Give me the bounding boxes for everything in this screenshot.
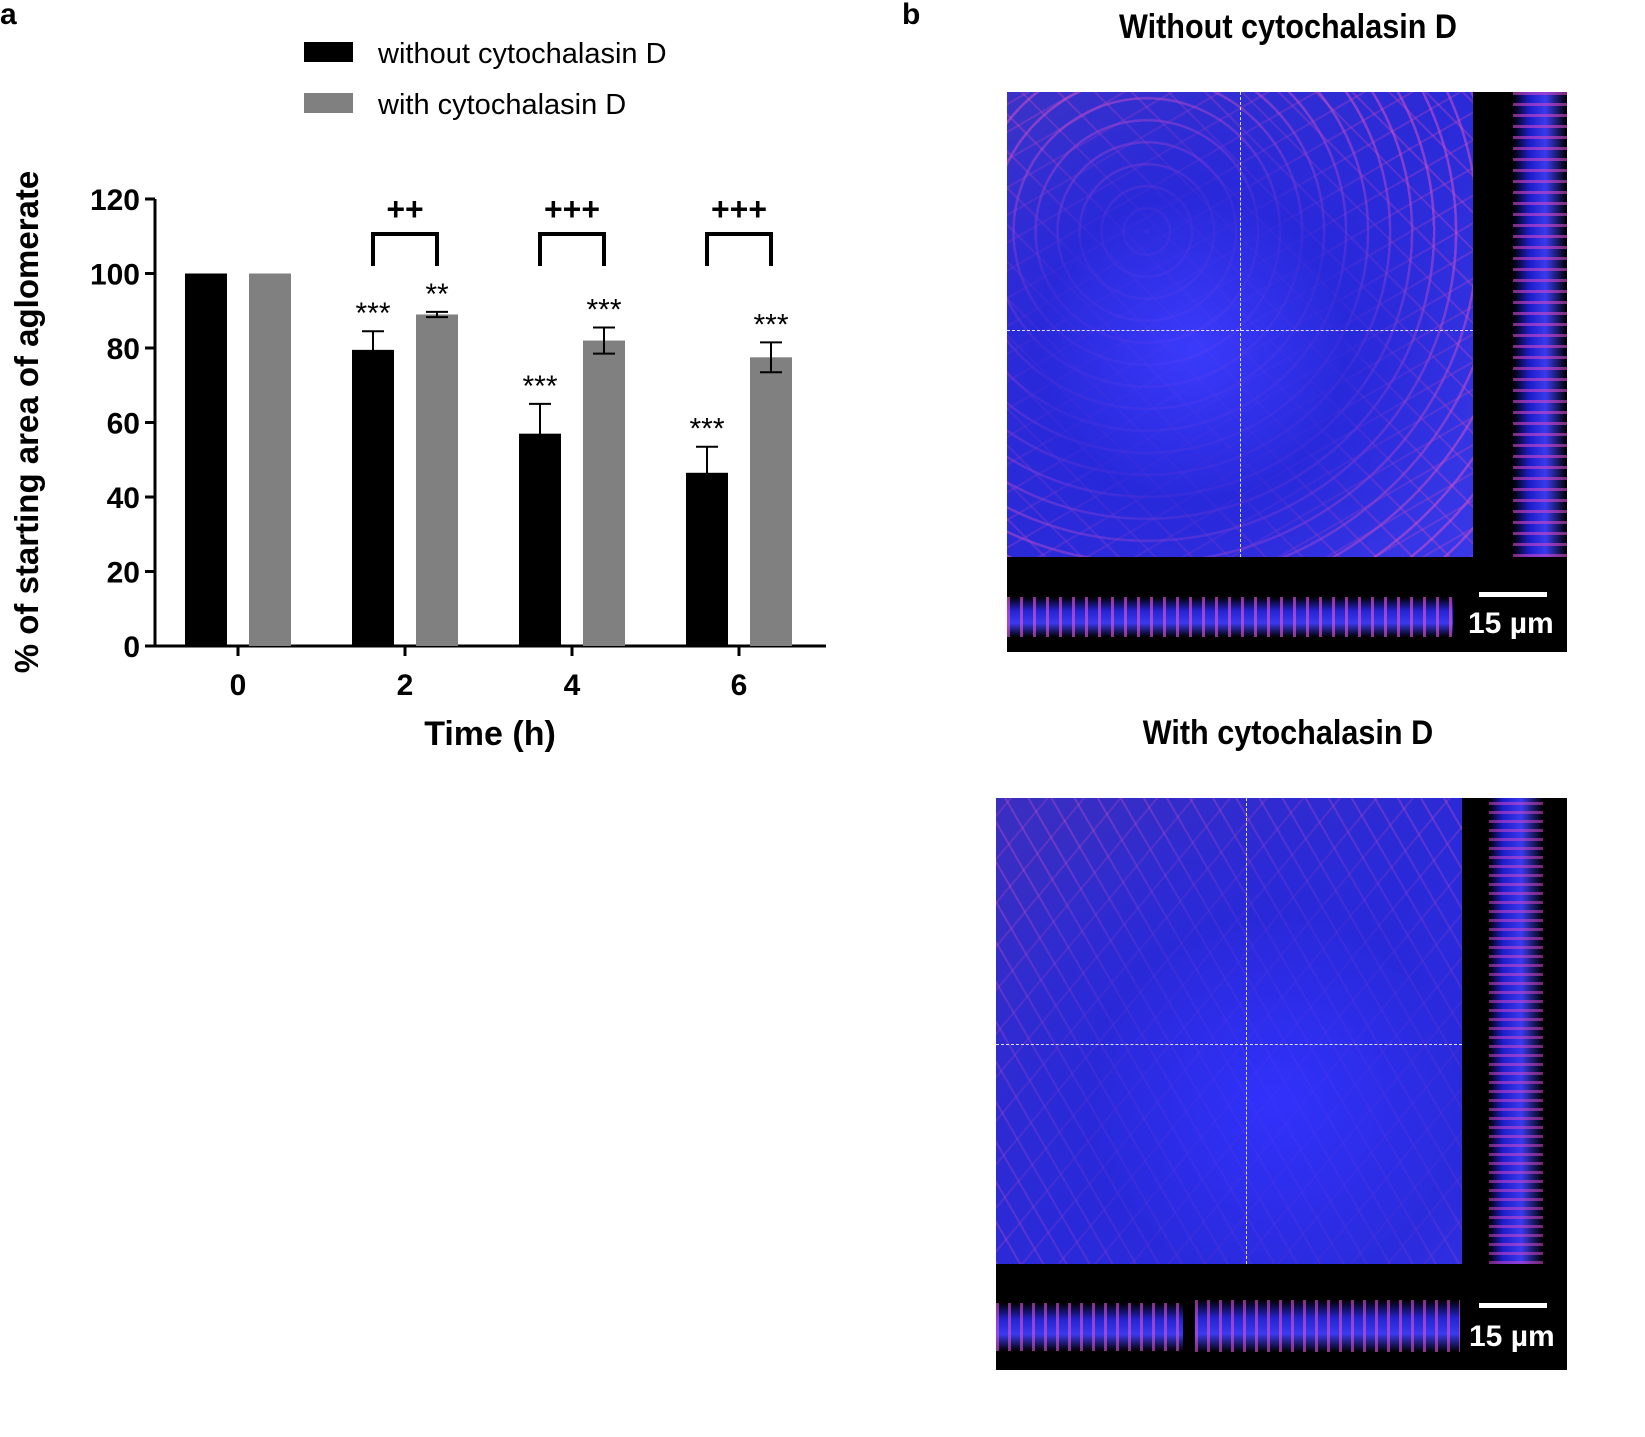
xz-projection bbox=[1007, 597, 1453, 637]
xy-projection bbox=[996, 798, 1462, 1264]
x-tick-label: 6 bbox=[731, 669, 748, 702]
x-tick-label: 4 bbox=[564, 669, 581, 702]
scale-label: 15 µm bbox=[1469, 1320, 1555, 1353]
significance-label: *** bbox=[689, 413, 724, 446]
scale-bar bbox=[1479, 592, 1547, 597]
micrograph-with-cytochalasin: 15 µm bbox=[996, 798, 1567, 1370]
significance-label: ** bbox=[425, 278, 449, 311]
bar bbox=[519, 433, 561, 646]
scale-label: 15 µm bbox=[1468, 607, 1554, 640]
significance-label: *** bbox=[586, 294, 621, 327]
yz-projection bbox=[1513, 92, 1567, 557]
bar bbox=[185, 273, 227, 646]
micrograph-without-cytochalasin: 15 µm bbox=[1007, 92, 1567, 652]
x-tick-label: 0 bbox=[230, 669, 247, 702]
crosshair-vertical bbox=[1240, 92, 1241, 557]
y-tick-label: 100 bbox=[90, 259, 140, 292]
comparison-label: ++ bbox=[386, 191, 423, 227]
y-tick-label: 60 bbox=[107, 408, 140, 441]
x-axis-label: Time (h) bbox=[424, 715, 556, 753]
bar bbox=[750, 357, 792, 646]
legend-swatch bbox=[304, 42, 353, 62]
comparison-bracket bbox=[705, 232, 773, 266]
y-tick-label: 120 bbox=[90, 184, 140, 217]
panel-a-label: a bbox=[0, 0, 17, 31]
micrograph-title-with: With cytochalasin D bbox=[1142, 714, 1434, 752]
xz-projection bbox=[996, 1303, 1183, 1351]
significance-label: *** bbox=[355, 297, 390, 330]
crosshair-horizontal bbox=[996, 1044, 1462, 1045]
micrograph-title-without: Without cytochalasin D bbox=[1118, 8, 1458, 46]
bar bbox=[249, 273, 291, 646]
bar bbox=[416, 314, 458, 646]
comparison-label: +++ bbox=[711, 191, 767, 227]
legend-swatch bbox=[304, 93, 353, 113]
y-axis-label: % of starting area of aglomerate bbox=[8, 171, 45, 673]
legend-label: without cytochalasin D bbox=[377, 38, 667, 70]
significance-label: *** bbox=[522, 370, 557, 403]
y-tick-label: 80 bbox=[107, 333, 140, 366]
y-tick-label: 20 bbox=[107, 557, 140, 590]
comparison-bracket bbox=[371, 232, 439, 266]
y-tick-label: 40 bbox=[107, 482, 140, 515]
comparison-label: +++ bbox=[544, 191, 600, 227]
bar bbox=[686, 472, 728, 646]
panel-b-label: b bbox=[902, 0, 921, 31]
legend-label: with cytochalasin D bbox=[377, 89, 626, 121]
xz-projection-right bbox=[1195, 1300, 1460, 1352]
scale-bar bbox=[1479, 1303, 1547, 1308]
yz-projection bbox=[1489, 798, 1543, 1264]
crosshair-vertical bbox=[1246, 798, 1247, 1264]
significance-label: *** bbox=[753, 308, 788, 341]
comparison-bracket bbox=[538, 232, 606, 266]
bar bbox=[352, 349, 394, 646]
y-tick-label: 0 bbox=[123, 631, 140, 664]
bar bbox=[583, 340, 625, 646]
x-tick-label: 2 bbox=[397, 669, 414, 702]
